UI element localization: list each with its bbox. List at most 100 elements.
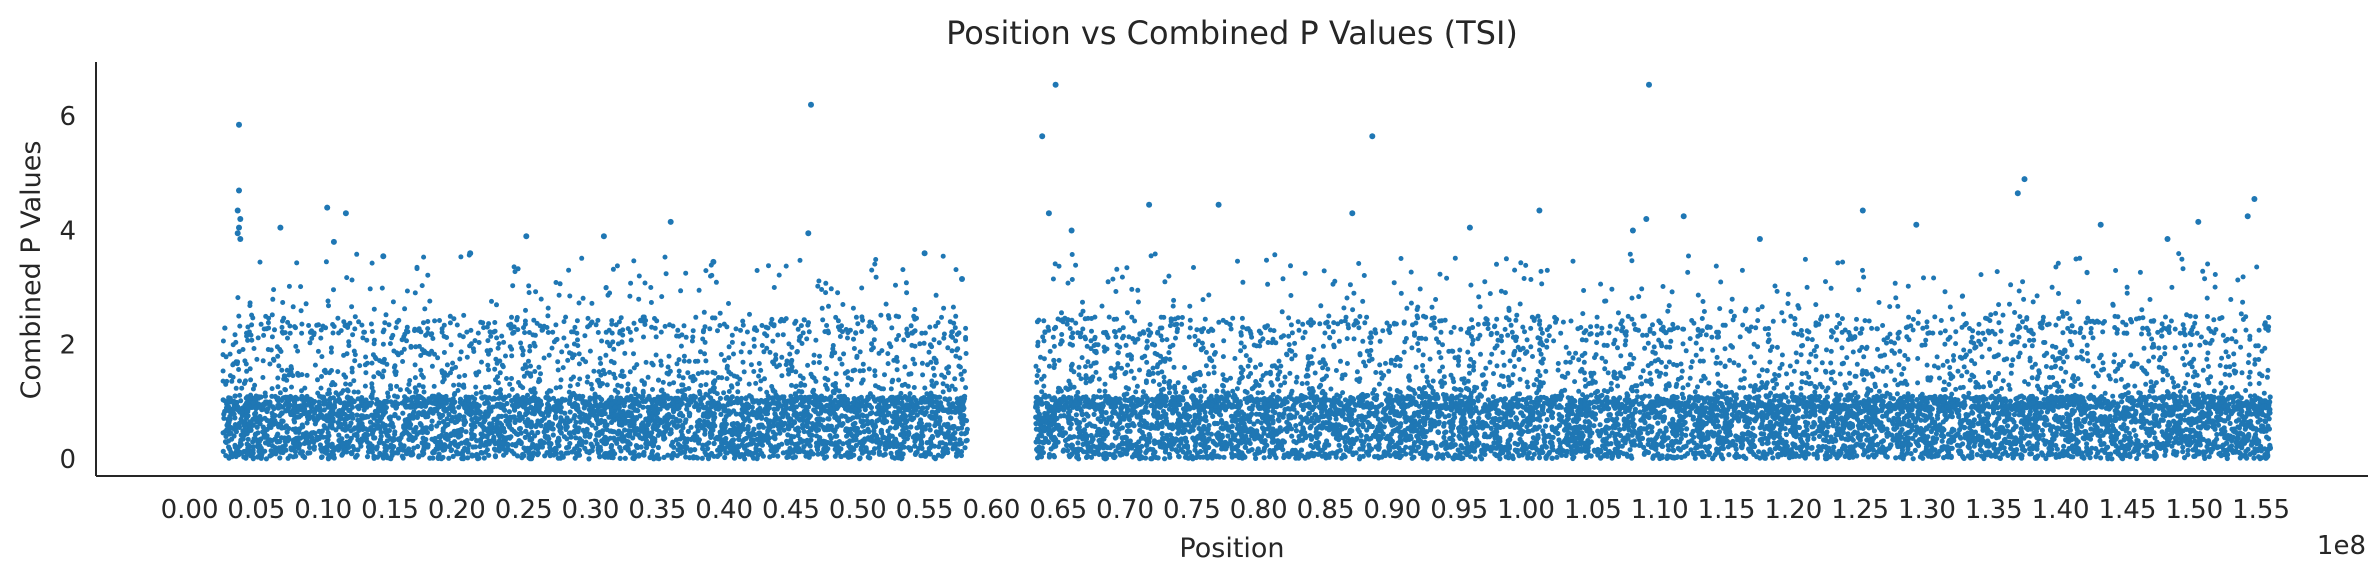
data-point [1942,412,1948,418]
data-point [680,422,686,428]
data-point [1355,426,1361,433]
data-point [700,446,706,452]
data-point [887,425,894,431]
data-point [429,418,435,424]
data-point [617,444,623,451]
data-point [1997,430,2003,436]
data-point [2180,444,2186,450]
data-point [1219,434,1225,440]
data-point [655,444,662,451]
data-point [2007,398,2013,404]
data-point [440,454,446,460]
data-point [1854,453,1860,459]
data-point [1517,436,1523,442]
data-point [1529,455,1535,461]
data-point [1264,442,1270,448]
data-point [736,436,742,442]
data-point [434,423,440,429]
data-point [1563,439,1569,445]
data-point [2134,455,2140,462]
data-point [1693,408,1699,414]
data-point [785,432,791,438]
data-point [1890,437,1896,443]
data-point [1342,416,1348,422]
data-point [1124,422,1130,428]
data-point [1756,449,1762,455]
data-point [908,424,914,430]
data-point [501,452,507,458]
data-point [871,450,877,456]
data-point [277,455,283,461]
data-point [277,413,283,419]
data-point [867,420,874,426]
data-point [337,416,343,422]
data-point [1655,420,1661,426]
data-point [1646,414,1652,421]
data-point [869,410,875,416]
data-point [2088,426,2094,432]
data-point [2177,393,2184,400]
data-point [1387,453,1393,459]
data-point [386,415,392,421]
data-point [577,436,583,442]
data-point [1559,414,1565,420]
data-point [939,440,946,446]
data-point [1661,407,1667,413]
data-point [1726,452,1732,458]
data-point [1383,414,1389,420]
data-point [1490,394,1496,400]
data-point [1160,435,1166,441]
data-point [1581,440,1587,446]
data-point [1582,419,1588,425]
data-point [1640,415,1646,421]
data-point [2018,419,2024,425]
data-point [1649,429,1655,435]
data-point [1949,445,1955,451]
data-point [1782,426,1788,432]
data-point [755,452,761,458]
data-point [1524,424,1530,430]
data-point [932,456,939,462]
data-point [801,428,807,435]
data-point [1261,455,1267,461]
data-point [1333,416,1339,422]
data-point [586,456,592,462]
data-point [2231,426,2237,432]
data-point [2185,447,2191,453]
data-point [948,415,954,421]
data-point [955,426,961,432]
data-point [880,452,887,458]
data-point [1144,447,1150,453]
data-point [731,455,738,461]
data-point [1376,437,1383,443]
data-point [302,454,308,460]
data-point [1549,455,1555,461]
data-point [1091,411,1097,417]
data-point [1273,455,1279,461]
data-point [1606,412,1612,418]
data-point [766,424,772,431]
data-point [622,455,628,461]
data-points [220,81,2273,462]
data-point [1583,454,1589,460]
data-point [1905,446,1911,452]
data-point [1859,444,1865,450]
data-point [1597,422,1603,428]
data-point [962,431,968,437]
data-point [1720,445,1726,452]
data-point [889,413,895,419]
data-point [523,428,529,434]
data-point [742,456,748,462]
data-point [1491,440,1497,446]
data-point [745,450,751,456]
data-point [348,420,354,426]
data-point [269,393,275,399]
data-point [1742,418,1748,424]
data-point [354,412,360,418]
data-point [1235,443,1241,449]
data-point [573,435,579,441]
data-point [1954,442,1960,448]
data-point [1873,433,1879,439]
data-point [1678,454,1684,460]
